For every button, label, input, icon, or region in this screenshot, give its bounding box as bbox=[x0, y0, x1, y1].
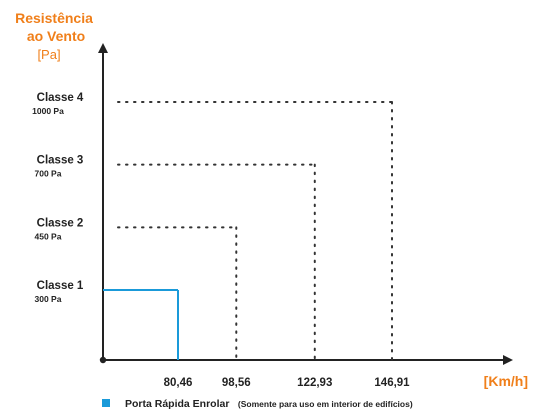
class-3-pressure-label: 700 Pa bbox=[35, 169, 62, 179]
legend-label: Porta Rápida Enrolar bbox=[125, 398, 229, 410]
legend-swatch bbox=[102, 399, 110, 407]
y-axis-title-line-2: ao Vento bbox=[27, 28, 85, 44]
class-4-label: Classe 4 bbox=[37, 92, 84, 104]
class-1-pressure-label: 300 Pa bbox=[35, 294, 62, 304]
class-4-pressure-label: 1000 Pa bbox=[32, 106, 64, 116]
class-2-label: Classe 2 bbox=[37, 217, 84, 229]
x-tick-label-4: 146,91 bbox=[374, 377, 410, 389]
y-axis-unit: [Pa] bbox=[37, 47, 60, 62]
x-tick-label-3: 122,93 bbox=[297, 377, 332, 389]
y-axis-title-line-1: Resistência bbox=[15, 10, 93, 26]
class-3-label: Classe 3 bbox=[37, 155, 84, 167]
x-tick-label-1: 80,46 bbox=[164, 377, 193, 389]
class-2-pressure-label: 450 Pa bbox=[35, 231, 62, 241]
x-axis-unit: [Km/h] bbox=[484, 373, 528, 389]
legend: Porta Rápida Enrolar (Somente para uso e… bbox=[125, 394, 413, 411]
chart-marks: Classe 1 300 Pa 80,46 Classe 2 450 Pa 98,56 Cl… bbox=[32, 92, 410, 389]
axis-origin bbox=[99, 356, 107, 364]
legend-note: (Somente para uso em interior de edifíci… bbox=[238, 399, 413, 409]
x-tick-label-2: 98,56 bbox=[222, 377, 251, 389]
class-1-label: Classe 1 bbox=[37, 280, 84, 292]
